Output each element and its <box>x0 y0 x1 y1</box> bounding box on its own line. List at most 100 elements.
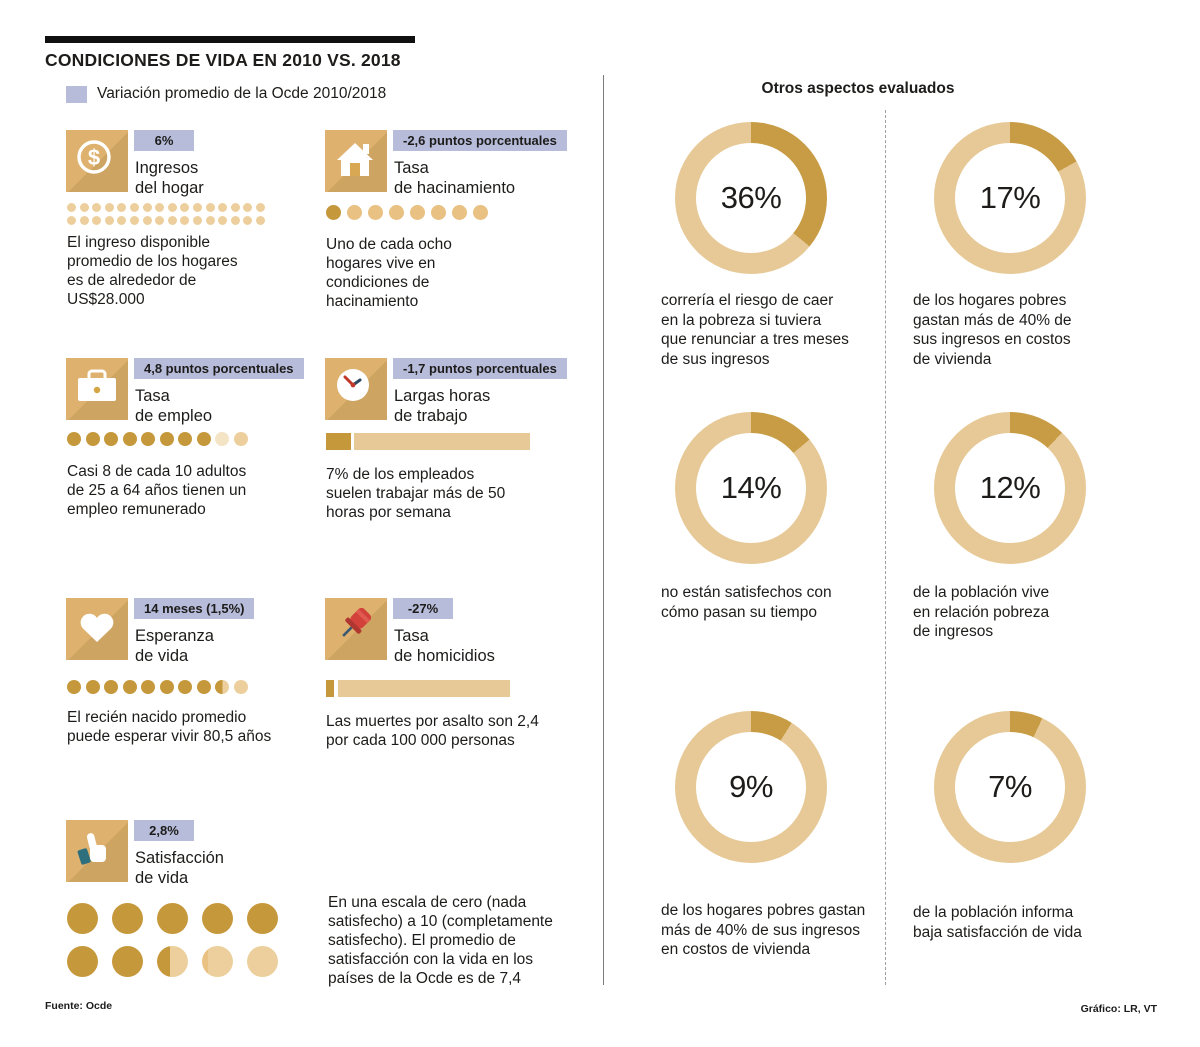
dot-light <box>92 216 102 225</box>
donut-hole: 17% <box>955 143 1065 253</box>
dot-dark <box>122 680 137 694</box>
dollar-icon: $ <box>77 140 111 174</box>
dot-light <box>167 216 177 225</box>
donut-hole: 14% <box>696 433 806 543</box>
dot-dark <box>178 680 192 694</box>
dot-light <box>247 946 278 977</box>
donut-caption: de los hogares pobres gastan más de 40% … <box>913 292 1072 368</box>
donut-chart-14: 14% <box>675 412 827 564</box>
donut-hole: 7% <box>955 732 1065 842</box>
bar-chart <box>326 433 530 450</box>
donut-chart-17: 17% <box>934 122 1086 274</box>
svg-text:$: $ <box>88 145 100 170</box>
icon-box <box>325 598 387 660</box>
dot-dark <box>178 432 192 446</box>
dot-light <box>142 203 152 212</box>
dot-chart <box>67 203 265 225</box>
indicator-tasa-de-hacinamiento: -2,6 puntos porcentuales Tasa de hacinam… <box>325 130 577 350</box>
source-note: Fuente: Ocde <box>45 1000 113 1012</box>
indicator-label: Satisfacción de vida <box>135 849 224 887</box>
variation-badge: -27% <box>393 598 453 619</box>
credit-note: Gráfico: LR, VT <box>1080 1003 1157 1015</box>
column-divider-dashed <box>885 110 886 985</box>
variation-badge: -2,6 puntos porcentuales <box>393 130 567 151</box>
dot-mid <box>368 205 383 220</box>
variation-badge: 4,8 puntos porcentuales <box>134 358 304 379</box>
indicator-tasa-de-empleo: 4,8 puntos porcentuales Tasa de empleo C… <box>66 358 318 578</box>
variation-badge: 6% <box>134 130 194 151</box>
dot-dark <box>67 946 98 977</box>
dot-dark <box>196 680 211 694</box>
dot-dark <box>67 903 98 934</box>
indicator-description: Casi 8 de cada 10 adultos de 25 a 64 año… <box>67 463 247 518</box>
bar-segment-donut <box>354 433 530 450</box>
thumbs-up-icon <box>77 833 106 865</box>
dot-dark <box>157 903 188 934</box>
dot-light <box>205 216 215 225</box>
dot-dark <box>112 946 143 977</box>
indicator-label: Ingresos del hogar <box>135 159 204 197</box>
dot-dark <box>85 680 100 694</box>
dot-lightline <box>202 946 233 977</box>
dot-light <box>230 216 240 225</box>
legend-swatch <box>66 86 87 103</box>
dot-light <box>92 203 102 212</box>
donut-value: 14% <box>720 470 782 505</box>
dot-chart <box>326 205 488 220</box>
dot-light <box>155 216 165 225</box>
dot-light <box>79 216 89 225</box>
dot-light <box>218 216 228 225</box>
page-title: CONDICIONES DE VIDA EN 2010 VS. 2018 <box>45 50 401 70</box>
indicator-label: Esperanza de vida <box>135 627 214 665</box>
dot-dark <box>104 680 118 694</box>
donut-value: 7% <box>988 769 1032 804</box>
heart-icon <box>80 613 114 642</box>
variation-badge: -1,7 puntos porcentuales <box>393 358 567 379</box>
dot-dark <box>202 903 233 934</box>
donut-hole: 12% <box>955 433 1065 543</box>
dot-light <box>233 432 248 446</box>
dot-split55 <box>215 680 229 694</box>
indicator-esperanza-de-vida: 14 meses (1,5%) Esperanza de vida El rec… <box>66 598 318 818</box>
donut-hole: 36% <box>696 143 806 253</box>
dot-dark <box>141 680 155 694</box>
dot-light <box>243 203 253 212</box>
dot-light <box>167 203 177 212</box>
dot-xlight <box>215 432 229 446</box>
donut-value: 17% <box>979 180 1041 215</box>
donut-chart-12: 12% <box>934 412 1086 564</box>
icon-box <box>66 358 128 420</box>
bar-segment-dark <box>326 680 334 697</box>
right-panel-title: Otros aspectos evaluados <box>761 80 955 97</box>
briefcase-icon <box>78 369 116 401</box>
dot-dark <box>159 432 174 446</box>
dot-light <box>180 203 190 212</box>
dot-light <box>180 216 190 225</box>
house-icon <box>337 143 373 176</box>
dot-dark <box>326 205 341 220</box>
donut-caption: de la población informa baja satisfacció… <box>913 904 1082 941</box>
indicator-label: Tasa de empleo <box>135 387 213 425</box>
dot-mid <box>410 205 425 220</box>
icon-box: $ <box>66 130 128 192</box>
dot-mid <box>347 205 362 220</box>
dot-dark <box>247 903 278 934</box>
donut-hole: 9% <box>696 732 806 842</box>
indicator-description: El ingreso disponible promedio de los ho… <box>67 234 238 308</box>
indicator-ingresos-del-hogar: $ 6% Ingresos del hogar El ingreso dispo… <box>66 130 318 350</box>
donut-chart-9: 9% <box>675 711 827 863</box>
indicator-description: Las muertes por asalto son 2,4 por cada … <box>326 713 539 749</box>
indicator-label: Tasa de homicidios <box>394 627 495 665</box>
bar-segment-donut <box>338 680 510 697</box>
dot-light <box>192 203 202 212</box>
donut-value: 12% <box>979 470 1041 505</box>
dot-chart <box>67 680 248 694</box>
legend-label: Variación promedio de la Ocde 2010/2018 <box>97 85 387 102</box>
dot-light <box>205 203 215 212</box>
donut-chart-36: 36% <box>675 122 827 274</box>
icon-box <box>325 358 387 420</box>
indicator-largas-horas-de-trabajo: -1,7 puntos porcentuales Largas horas de… <box>325 358 577 578</box>
dot-split42 <box>157 946 188 977</box>
indicator-satisfaccion-de-vida: 2,8% Satisfacción de vida <box>66 820 318 990</box>
